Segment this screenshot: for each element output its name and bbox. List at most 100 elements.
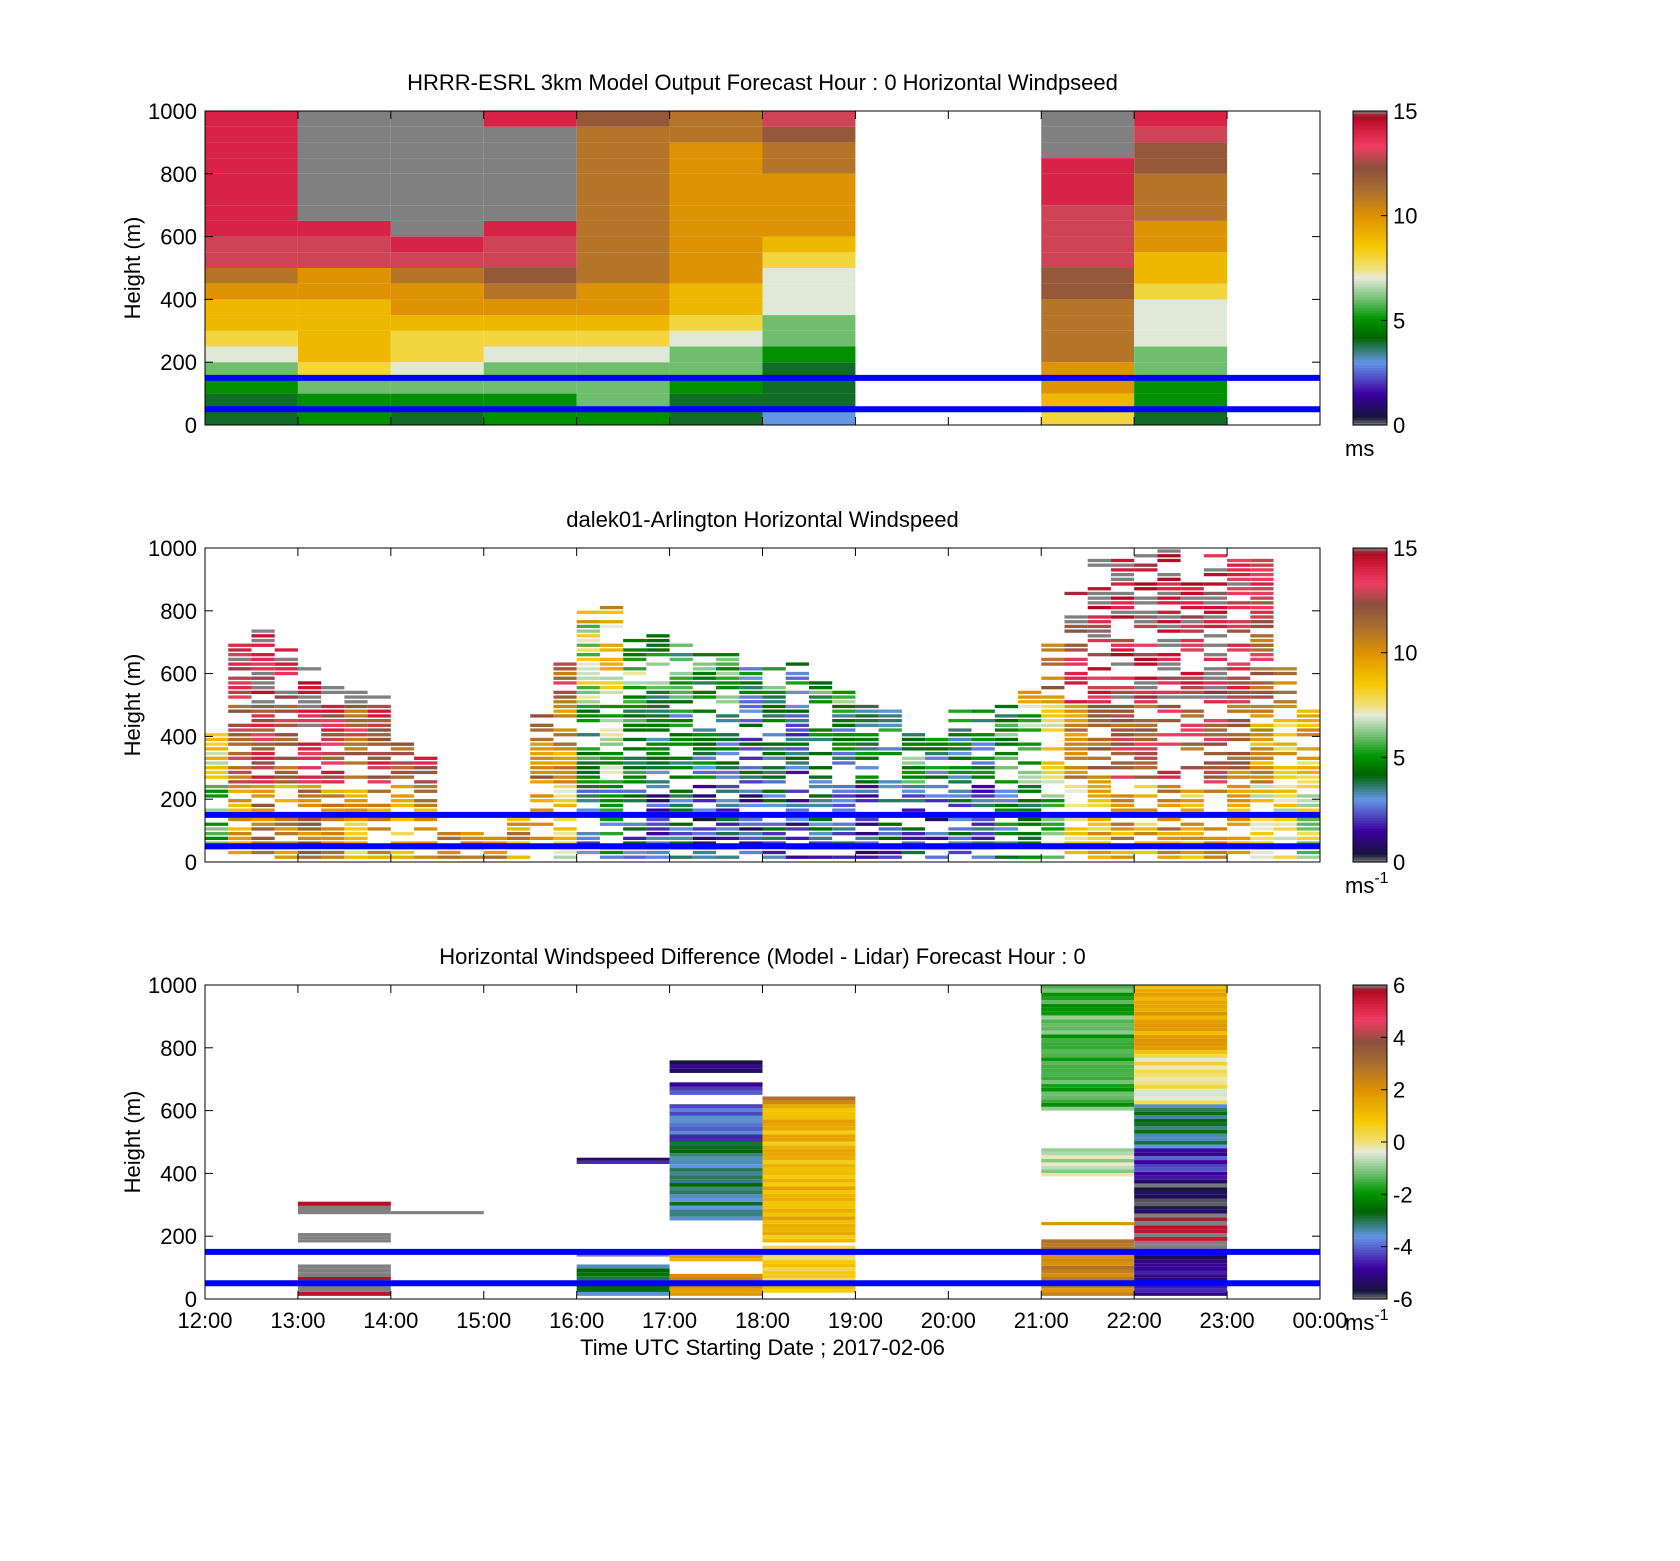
colorbar-swatch bbox=[1353, 1262, 1387, 1266]
heatmap-cell bbox=[251, 827, 275, 831]
heatmap-cell bbox=[274, 850, 298, 855]
heatmap-cell bbox=[1227, 766, 1251, 770]
heatmap-cell bbox=[251, 756, 275, 760]
heatmap-cell bbox=[669, 205, 763, 221]
heatmap-cell bbox=[669, 189, 763, 206]
heatmap-cell bbox=[1134, 1202, 1228, 1207]
colorbar-swatch bbox=[1353, 561, 1387, 565]
heatmap-cell bbox=[1157, 572, 1181, 577]
heatmap-cell bbox=[1041, 832, 1065, 836]
heatmap-cell bbox=[1157, 554, 1181, 558]
heatmap-cell bbox=[1134, 1122, 1228, 1127]
heatmap-cell bbox=[1018, 775, 1042, 779]
heatmap-cell bbox=[1018, 841, 1042, 845]
heatmap-cell bbox=[553, 667, 577, 671]
heatmap-cell bbox=[274, 662, 298, 666]
heatmap-cell bbox=[1110, 836, 1135, 841]
heatmap-cell bbox=[1296, 718, 1320, 723]
heatmap-cell bbox=[367, 723, 391, 727]
colorbar-swatch bbox=[1353, 1244, 1387, 1248]
heatmap-cell bbox=[971, 799, 995, 803]
heatmap-cell bbox=[321, 718, 345, 723]
heatmap-cell bbox=[576, 789, 600, 793]
heatmap-cell bbox=[390, 841, 415, 845]
heatmap-cell bbox=[1203, 596, 1228, 600]
heatmap-cell bbox=[994, 704, 1019, 709]
heatmap-cell bbox=[1250, 822, 1274, 826]
heatmap-cell bbox=[1041, 700, 1065, 704]
heatmap-cell bbox=[762, 1156, 856, 1161]
colorbar-swatch bbox=[1353, 396, 1387, 400]
heatmap-cell bbox=[390, 111, 484, 127]
heatmap-cell bbox=[576, 393, 670, 410]
heatmap-cell bbox=[576, 220, 670, 237]
heatmap-cell bbox=[669, 803, 693, 808]
heatmap-cell bbox=[1134, 775, 1158, 779]
heatmap-cell bbox=[297, 832, 322, 836]
heatmap-cell bbox=[205, 808, 229, 812]
heatmap-cell bbox=[1227, 667, 1251, 671]
heatmap-cell bbox=[274, 766, 298, 770]
heatmap-cell bbox=[297, 220, 391, 237]
heatmap-cell bbox=[599, 855, 624, 859]
heatmap-cell bbox=[646, 723, 670, 727]
colorbar-swatch bbox=[1353, 351, 1387, 355]
colorbar-tick-label: -4 bbox=[1393, 1235, 1413, 1260]
heatmap-cell bbox=[321, 756, 345, 760]
heatmap-cell bbox=[1041, 1099, 1135, 1103]
colorbar-swatch bbox=[1353, 1186, 1387, 1190]
colorbar-swatch bbox=[1353, 1194, 1387, 1198]
colorbar-swatch bbox=[1353, 613, 1387, 617]
heatmap-cell bbox=[553, 803, 577, 808]
colorbar-unit: ms-1 bbox=[1345, 1307, 1389, 1335]
colorbar-swatch bbox=[1353, 584, 1387, 588]
y-tick-label: 1000 bbox=[148, 536, 197, 561]
heatmap-cell bbox=[1250, 615, 1274, 619]
heatmap-cell bbox=[1250, 832, 1274, 836]
heatmap-cell bbox=[1180, 620, 1204, 624]
colorbar-swatch bbox=[1353, 733, 1387, 737]
heatmap-cell bbox=[1157, 615, 1181, 619]
heatmap-cell bbox=[692, 808, 717, 812]
heatmap-cell bbox=[297, 855, 322, 859]
heatmap-cell bbox=[553, 841, 577, 845]
heatmap-cell bbox=[599, 686, 624, 690]
heatmap-cell bbox=[669, 742, 693, 746]
heatmap-cell bbox=[1180, 681, 1204, 685]
heatmap-cell bbox=[623, 756, 647, 760]
heatmap-cell bbox=[1203, 780, 1228, 784]
heatmap-cell bbox=[414, 799, 438, 803]
heatmap-cell bbox=[274, 817, 298, 822]
heatmap-cell bbox=[297, 686, 322, 690]
heatmap-cell bbox=[762, 747, 786, 751]
x-tick-label: 21:00 bbox=[1014, 1308, 1069, 1333]
heatmap-cell bbox=[994, 794, 1019, 798]
heatmap-cell bbox=[1250, 653, 1274, 657]
heatmap-cell bbox=[1041, 704, 1065, 709]
colorbar-swatch bbox=[1353, 1053, 1387, 1057]
heatmap-cell bbox=[669, 855, 693, 859]
heatmap-cell bbox=[808, 695, 833, 699]
heatmap-cell bbox=[785, 808, 809, 812]
colorbar-swatch bbox=[1353, 1223, 1387, 1227]
heatmap-cell bbox=[1134, 1236, 1228, 1241]
heatmap-cell bbox=[1041, 676, 1065, 680]
heatmap-cell bbox=[1134, 1088, 1228, 1093]
heatmap-cell bbox=[762, 1134, 856, 1138]
heatmap-cell bbox=[1134, 587, 1158, 591]
heatmap-cell bbox=[646, 799, 670, 803]
heatmap-cell bbox=[762, 1205, 856, 1209]
heatmap-cell bbox=[925, 784, 949, 789]
heatmap-cell bbox=[251, 676, 275, 680]
heatmap-cell bbox=[1041, 1053, 1135, 1058]
heatmap-cell bbox=[1250, 624, 1274, 629]
heatmap-cell bbox=[669, 1186, 763, 1191]
heatmap-cell bbox=[669, 283, 763, 300]
heatmap-cell bbox=[762, 111, 856, 127]
heatmap-cell bbox=[785, 733, 809, 737]
heatmap-cell bbox=[669, 1060, 763, 1065]
y-axis-label: Height (m) bbox=[120, 1091, 145, 1194]
heatmap-cell bbox=[692, 747, 717, 751]
heatmap-cell bbox=[762, 393, 856, 410]
